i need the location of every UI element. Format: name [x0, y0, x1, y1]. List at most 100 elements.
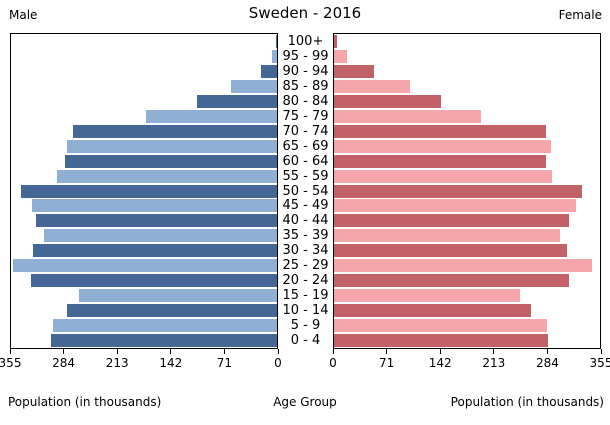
- age-group-label: 25 - 29: [282, 258, 329, 274]
- x-axis-tick-mark: [493, 349, 495, 354]
- male-bar-row: [11, 109, 277, 124]
- female-bar: [334, 334, 548, 348]
- male-bar: [231, 79, 277, 93]
- x-axis-tick-label: 0: [274, 356, 282, 370]
- male-x-axis-ticks: 0 71 142 213 284 355: [0, 349, 282, 375]
- x-axis-tick-label: 213: [482, 356, 506, 370]
- chart-title: Sweden - 2016: [248, 4, 362, 22]
- female-bar-row: [334, 34, 600, 49]
- female-plot-area: [333, 33, 601, 349]
- x-axis-tick-mark: [116, 349, 118, 354]
- male-bar: [52, 319, 277, 333]
- female-bar-row: [334, 184, 600, 199]
- male-bar-row: [11, 79, 277, 94]
- age-group-label: 90 - 94: [282, 63, 329, 79]
- male-bar: [271, 49, 277, 63]
- x-axis-tick-label: 0: [329, 356, 337, 370]
- female-bar: [334, 214, 570, 228]
- x-axis-tick-mark: [277, 349, 279, 354]
- age-group-label: 65 - 69: [282, 138, 329, 154]
- male-bar-row: [11, 258, 277, 273]
- female-bar-row: [334, 64, 600, 79]
- male-bar: [276, 34, 277, 48]
- female-x-axis-ticks: 0 71 142 213 284 355: [329, 349, 610, 375]
- male-bar: [31, 199, 277, 213]
- female-bar: [334, 229, 560, 243]
- female-bar: [334, 199, 577, 213]
- male-bar-row: [11, 303, 277, 318]
- female-bar-row: [334, 169, 600, 184]
- female-bar-row: [334, 228, 600, 243]
- female-bar: [334, 169, 553, 183]
- female-bar-row: [334, 79, 600, 94]
- female-bar-row: [334, 198, 600, 213]
- female-bar: [334, 289, 520, 303]
- male-bar: [64, 154, 277, 168]
- age-group-label: 50 - 54: [282, 183, 329, 199]
- female-side-header: Female: [558, 8, 602, 22]
- age-group-label: 60 - 64: [282, 153, 329, 169]
- age-group-label: 100+: [287, 33, 324, 49]
- x-axis-tick-mark: [439, 349, 441, 354]
- male-bar: [73, 124, 277, 138]
- age-group-label: 35 - 39: [282, 228, 329, 244]
- age-group-axis-title: Age Group: [273, 395, 337, 409]
- female-bar: [334, 139, 551, 153]
- female-bar: [334, 109, 481, 123]
- x-axis-tick-mark: [9, 349, 11, 354]
- male-bar-row: [11, 154, 277, 169]
- female-bar: [334, 304, 532, 318]
- x-axis-tick-label: 142: [428, 356, 452, 370]
- male-bar-row: [11, 318, 277, 333]
- male-bar: [31, 274, 277, 288]
- male-bar-row: [11, 94, 277, 109]
- x-axis-tick-label: 71: [378, 356, 395, 370]
- age-group-label: 20 - 24: [282, 273, 329, 289]
- female-bar-row: [334, 139, 600, 154]
- female-bar: [334, 184, 583, 198]
- male-bar-row: [11, 124, 277, 139]
- male-bar-row: [11, 64, 277, 79]
- female-bar: [334, 274, 569, 288]
- x-axis-tick-mark: [386, 349, 388, 354]
- male-bar: [79, 289, 277, 303]
- male-bar-row: [11, 184, 277, 199]
- x-axis-tick-label: 71: [216, 356, 233, 370]
- age-group-label: 40 - 44: [282, 213, 329, 229]
- male-bar: [260, 64, 277, 78]
- x-axis-tick-mark: [223, 349, 225, 354]
- age-group-label: 75 - 79: [282, 108, 329, 124]
- x-axis-tick-mark: [600, 349, 602, 354]
- age-group-label: 80 - 84: [282, 93, 329, 109]
- male-bar: [43, 229, 277, 243]
- female-bar: [334, 64, 375, 78]
- x-axis-tick-label: 213: [105, 356, 129, 370]
- x-axis-tick-mark: [546, 349, 548, 354]
- female-bar: [334, 49, 347, 63]
- male-bar: [33, 244, 277, 258]
- female-bar-row: [334, 213, 600, 228]
- female-bar-row: [334, 124, 600, 139]
- x-axis-tick-label: 355: [589, 356, 610, 370]
- male-bar: [35, 214, 277, 228]
- female-bar-row: [334, 258, 600, 273]
- female-bar: [334, 124, 547, 138]
- male-bar-row: [11, 213, 277, 228]
- male-bar: [67, 304, 277, 318]
- male-bar: [196, 94, 277, 108]
- male-bar: [56, 169, 277, 183]
- male-bar-row: [11, 34, 277, 49]
- age-group-label: 5 - 9: [290, 318, 321, 334]
- age-group-label: 55 - 59: [282, 168, 329, 184]
- female-bar: [334, 259, 592, 273]
- female-bar: [334, 154, 547, 168]
- female-bar: [334, 34, 337, 48]
- x-axis-tick-label: 355: [0, 356, 22, 370]
- female-bar: [334, 79, 411, 93]
- male-side-header: Male: [9, 8, 38, 22]
- age-group-axis: 100+ 95 - 99 90 - 94 85 - 89 80 - 84 75 - 79 7…: [279, 34, 332, 348]
- male-bar: [145, 109, 277, 123]
- x-axis-tick-mark: [332, 349, 334, 354]
- male-bar-row: [11, 288, 277, 303]
